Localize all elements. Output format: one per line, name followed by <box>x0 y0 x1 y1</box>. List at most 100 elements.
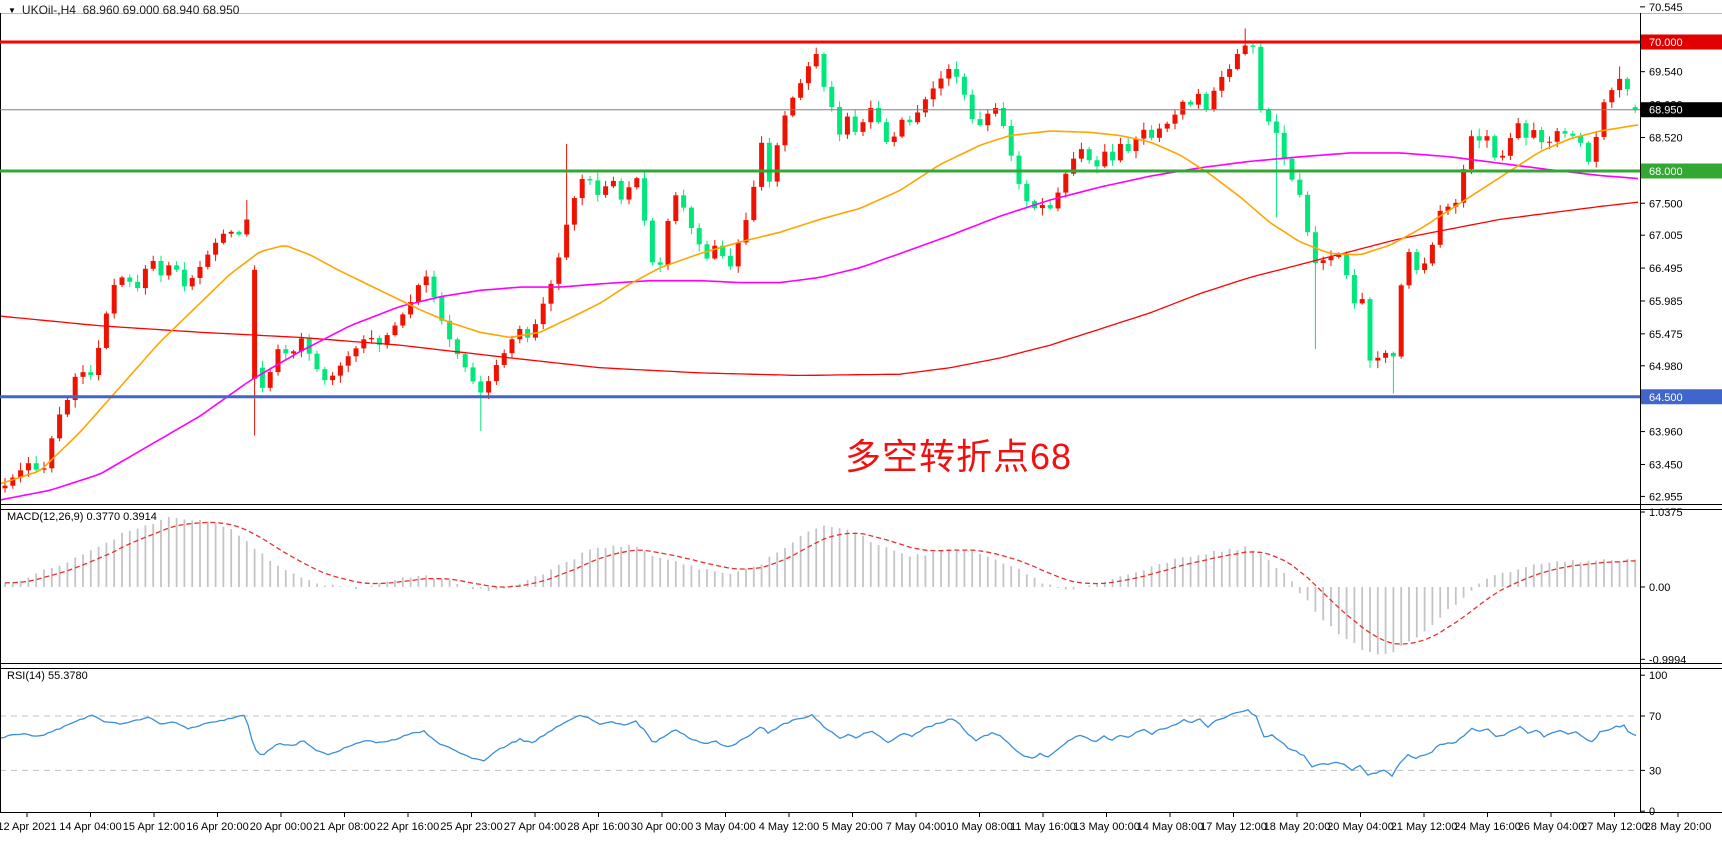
candle-body <box>1063 173 1069 193</box>
candle-body <box>80 372 86 377</box>
candle-body <box>1414 252 1420 271</box>
time-tick-label: 11 May 16:00 <box>1010 821 1076 833</box>
candle-body <box>1110 151 1116 161</box>
time-tick-label: 22 Apr 16:00 <box>377 821 439 833</box>
candle-body <box>353 348 359 357</box>
candle-body <box>25 463 31 471</box>
time-tick-label: 25 Apr 23:00 <box>440 821 502 833</box>
svg-text:70.000: 70.000 <box>1649 37 1683 49</box>
price-tick-label: 64.980 <box>1649 361 1683 373</box>
candle-body <box>142 268 148 289</box>
candle-body <box>166 265 172 276</box>
price-tick-label: 67.500 <box>1649 198 1683 210</box>
macd-panel[interactable] <box>4 516 1637 655</box>
time-tick-label: 15 Apr 12:00 <box>123 821 185 833</box>
candle-body <box>1476 136 1482 141</box>
candle-body <box>782 115 788 146</box>
candle-body <box>1008 126 1014 156</box>
price-tick-label: 65.985 <box>1649 296 1683 308</box>
candle-body <box>915 112 921 123</box>
time-tick-label: 7 May 04:00 <box>886 821 947 833</box>
time-tick-label: 10 May 08:00 <box>946 821 1013 833</box>
candle-body <box>88 372 94 375</box>
candle-body <box>361 339 367 349</box>
price-panel[interactable] <box>0 28 1639 501</box>
candle-body <box>1492 136 1498 158</box>
candle-body <box>150 260 156 269</box>
candle-body <box>1609 90 1615 103</box>
candle-body <box>244 219 250 235</box>
candle-body <box>174 265 180 270</box>
candle-body <box>1078 149 1084 159</box>
candle-body <box>1141 129 1147 139</box>
macd-signal-line <box>4 521 1636 645</box>
candle-body <box>899 119 905 137</box>
svg-text:68.950: 68.950 <box>1649 105 1683 117</box>
candle-body <box>1250 45 1256 47</box>
candle-body <box>938 78 944 89</box>
candle-body <box>57 414 63 439</box>
candle-body <box>228 231 234 234</box>
time-axis[interactable]: 12 Apr 2021 14 Apr 04:00 15 Apr 12:00 16 Ap… <box>0 812 1711 833</box>
candle-body <box>829 86 835 107</box>
price-level-badge: 68.000 <box>1641 163 1722 179</box>
candle-body <box>49 438 55 469</box>
candle-body <box>930 88 936 100</box>
ma-red-line <box>1 201 1639 377</box>
chart-annotation: 多空转折点68 <box>845 436 1073 477</box>
candle-body <box>517 328 523 340</box>
candle-body <box>626 187 632 200</box>
candle-body <box>415 285 421 303</box>
time-tick-label: 18 May 20:00 <box>1264 821 1331 833</box>
candle-body <box>540 303 546 325</box>
candle-body <box>1515 123 1521 139</box>
candle-body <box>837 106 843 135</box>
candle-body <box>993 108 999 114</box>
candle-body <box>735 242 741 267</box>
ma-orange-line <box>1 124 1639 485</box>
candle-body <box>1133 138 1139 152</box>
candle-body <box>985 113 991 126</box>
candle-body <box>127 277 133 282</box>
candle-body <box>1554 131 1560 142</box>
candle-body <box>1593 136 1599 162</box>
candle-body <box>548 283 554 304</box>
candle-body <box>1562 131 1568 134</box>
price-tick-label: 63.450 <box>1649 459 1683 471</box>
candle-body <box>1585 142 1591 162</box>
macd-axis-label: 1.0375 <box>1649 507 1683 519</box>
chevron-down-icon[interactable]: ▼ <box>8 5 16 15</box>
candle-body <box>1422 263 1428 271</box>
candle-body <box>298 338 304 352</box>
svg-text:64.500: 64.500 <box>1649 392 1683 404</box>
candle-body <box>213 242 219 255</box>
candle-body <box>1367 299 1373 361</box>
candle-body <box>642 178 648 221</box>
candle-body <box>1359 299 1365 304</box>
candle-body <box>1242 45 1248 55</box>
candle-body <box>275 349 281 373</box>
price-axis[interactable]: 70.54569.54069.03068.52067.50067.00566.4… <box>1640 2 1722 818</box>
rsi-panel[interactable] <box>0 709 1640 778</box>
symbol-title[interactable]: ▼ UKOil-,H4 68.960 69.000 68.940 68.950 <box>8 3 239 17</box>
price-tick-label: 68.520 <box>1649 132 1683 144</box>
time-tick-label: 5 May 20:00 <box>822 821 883 833</box>
candle-body <box>1047 205 1053 209</box>
candle-body <box>946 68 952 79</box>
candle-body <box>579 179 585 199</box>
candle-body <box>1039 205 1045 209</box>
candle-body <box>751 186 757 221</box>
candle-body <box>322 369 328 381</box>
candle-body <box>439 297 445 321</box>
candle-body <box>18 470 24 478</box>
candle-body <box>1203 93 1209 110</box>
price-tick-label: 66.495 <box>1649 263 1683 275</box>
candle-body <box>41 468 47 470</box>
price-tick-label: 62.955 <box>1649 491 1683 503</box>
candle-body <box>634 178 640 188</box>
rsi-axis-label: 100 <box>1649 670 1667 682</box>
time-tick-label: 13 May 00:00 <box>1073 821 1140 833</box>
candle-body <box>408 302 414 315</box>
candle-body <box>977 119 983 126</box>
